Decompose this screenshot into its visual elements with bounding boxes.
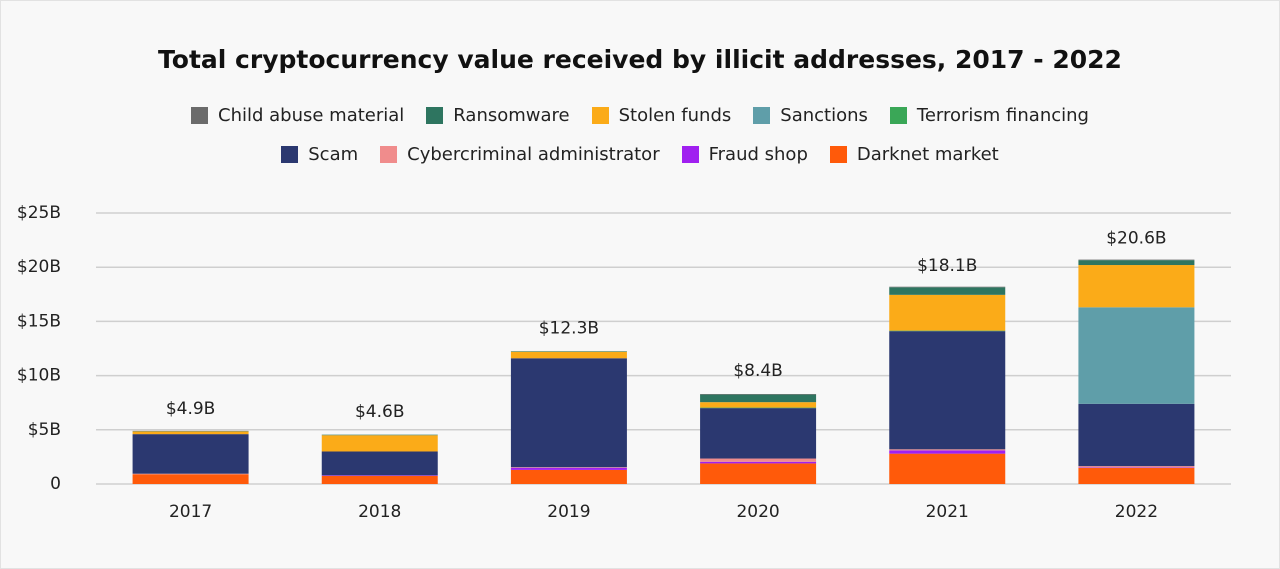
bar-segment [889, 449, 1006, 451]
y-tick-label: $5B [28, 420, 61, 440]
bar-segment [132, 434, 249, 474]
legend-label: Stolen funds [618, 105, 732, 126]
legend-label: Terrorism financing [916, 105, 1089, 126]
legend-swatch [889, 107, 907, 124]
bar-segment [510, 351, 627, 352]
bar-segment [510, 467, 627, 470]
bar-segment [510, 467, 627, 468]
x-tick-label: 2022 [1115, 502, 1158, 522]
bar-segment [510, 469, 627, 484]
y-tick-label: $10B [17, 366, 61, 386]
total-label: $18.1B [917, 256, 977, 276]
legend-item: Terrorism financing [889, 105, 1089, 126]
bar-segment [510, 358, 627, 468]
legend-swatch [281, 146, 299, 163]
bar-segment [700, 402, 817, 408]
bar-segment [700, 407, 817, 409]
bar-segment [700, 458, 817, 462]
bar-segment [321, 435, 438, 452]
bar-segment [700, 461, 817, 464]
total-label: $4.9B [166, 399, 216, 419]
x-tick-label: 2019 [547, 502, 590, 522]
legend-swatch [191, 107, 208, 124]
legend-item: Stolen funds [591, 105, 732, 126]
legend-swatch [380, 146, 398, 163]
legend-label: Fraud shop [708, 144, 808, 165]
legend: Scam Cybercriminal administrator Fraud sho… [1, 144, 1279, 165]
legend-swatch [591, 107, 609, 124]
legend-item: Sanctions [753, 105, 868, 126]
bar-segment [1078, 265, 1195, 308]
legend-item: Fraud shop [681, 144, 808, 165]
bar-segment [1078, 260, 1195, 266]
bar-segment [889, 450, 1006, 454]
bar-segment [1078, 259, 1195, 261]
total-label: $12.3B [539, 319, 599, 339]
legend-label: Ransomware [453, 105, 570, 126]
bar-segment [700, 394, 817, 395]
total-label: $4.6B [355, 402, 405, 422]
bar-segment [1078, 467, 1195, 468]
bar-segment [700, 463, 817, 484]
bar-segment [1078, 307, 1195, 404]
bar-segment [700, 394, 817, 403]
bar-segment [889, 294, 1006, 331]
legend-label: Scam [308, 144, 359, 165]
legend-label: Sanctions [780, 105, 868, 126]
y-tick-label: $25B [17, 203, 61, 223]
bar-segment [132, 474, 249, 484]
bar-segment [1078, 467, 1195, 484]
y-tick-label: $15B [17, 311, 61, 331]
bar-segment [889, 453, 1006, 484]
x-tick-label: 2021 [926, 502, 969, 522]
bar-segment [700, 408, 817, 459]
x-tick-label: 2017 [169, 502, 212, 522]
legend-swatch [426, 107, 444, 124]
x-tick-label: 2020 [736, 502, 779, 522]
bar-segment [321, 451, 438, 476]
bar-segment [889, 286, 1006, 288]
legend-label: Cybercriminal administrator [407, 144, 660, 165]
y-tick-label: 0 [50, 474, 61, 494]
total-label: $8.4B [733, 361, 783, 381]
bar-segment [321, 475, 438, 484]
legend-swatch [829, 146, 847, 163]
legend-item: Child abuse material [191, 105, 404, 126]
bar-segment [1078, 466, 1195, 468]
y-tick-label: $20B [17, 257, 61, 277]
legend-item: Darknet market [829, 144, 999, 165]
bar-segment [889, 287, 1006, 295]
bar-segment [321, 434, 438, 436]
chart-title: Total cryptocurrency value received by i… [158, 45, 1122, 74]
bar-segment [132, 431, 249, 435]
bar-segment [889, 331, 1006, 450]
bar-segment [132, 473, 249, 475]
bar-segment [1078, 403, 1195, 467]
bar-segment [510, 351, 627, 359]
x-tick-label: 2018 [358, 502, 401, 522]
legend-item: Scam [281, 144, 358, 165]
bar-segment [321, 475, 438, 476]
legend-item: Cybercriminal administrator [380, 144, 660, 165]
bar-segment [889, 330, 1006, 332]
legend-swatch [753, 107, 771, 124]
legend-item: Ransomware [426, 105, 570, 126]
legend-label: Child abuse material [218, 105, 405, 126]
legend: Child abuse material Ransomware Stolen fun… [1, 105, 1279, 126]
legend-swatch [681, 146, 699, 163]
total-label: $20.6B [1106, 229, 1166, 249]
legend-label: Darknet market [856, 144, 999, 165]
